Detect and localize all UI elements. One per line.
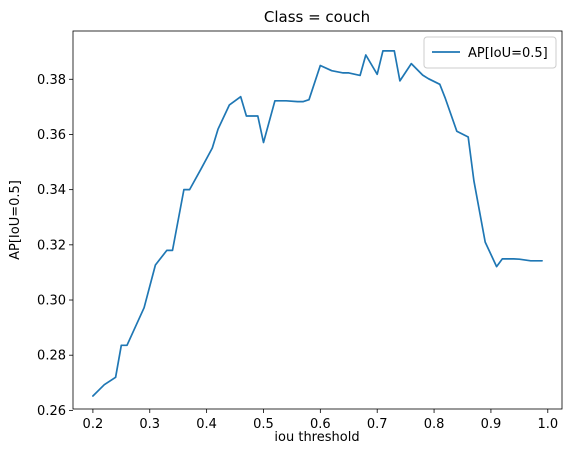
y-tick-label: 0.26 — [37, 404, 66, 419]
chart-title: Class = couch — [264, 8, 370, 26]
x-axis-label: iou threshold — [274, 430, 359, 445]
axes-frame — [72, 30, 563, 410]
x-tick-label: 0.8 — [424, 417, 445, 432]
x-tick-label: 0.3 — [139, 417, 160, 432]
y-tick-label: 0.30 — [37, 294, 66, 309]
x-tick-label: 0.2 — [83, 417, 104, 432]
series-line-0 — [92, 50, 543, 397]
legend: AP[IoU=0.5] — [423, 36, 557, 69]
y-tick-label: 0.32 — [37, 238, 66, 253]
y-axis: 0.26 0.28 0.30 0.32 0.34 0.36 0.38 — [37, 73, 73, 419]
y-tick-label: 0.34 — [37, 183, 66, 198]
y-tick-label: 0.28 — [37, 349, 66, 364]
y-tick-label: 0.38 — [37, 73, 66, 88]
x-tick-label: 0.4 — [196, 417, 217, 432]
x-tick-label: 0.7 — [367, 417, 388, 432]
x-tick-label: 0.5 — [253, 417, 274, 432]
x-tick-label: 1.0 — [537, 417, 558, 432]
x-tick-label: 0.6 — [310, 417, 331, 432]
legend-box — [423, 36, 557, 69]
x-tick-label: 0.9 — [481, 417, 502, 432]
x-axis: 0.2 0.3 0.4 0.5 0.6 0.7 0.8 0.9 1.0 — [83, 409, 558, 432]
y-tick-label: 0.36 — [37, 128, 66, 143]
legend-entry-label: AP[IoU=0.5] — [468, 46, 548, 61]
plot-area — [72, 30, 563, 410]
series-layer — [92, 50, 543, 397]
y-axis-label: AP[IoU=0.5] — [8, 180, 23, 260]
